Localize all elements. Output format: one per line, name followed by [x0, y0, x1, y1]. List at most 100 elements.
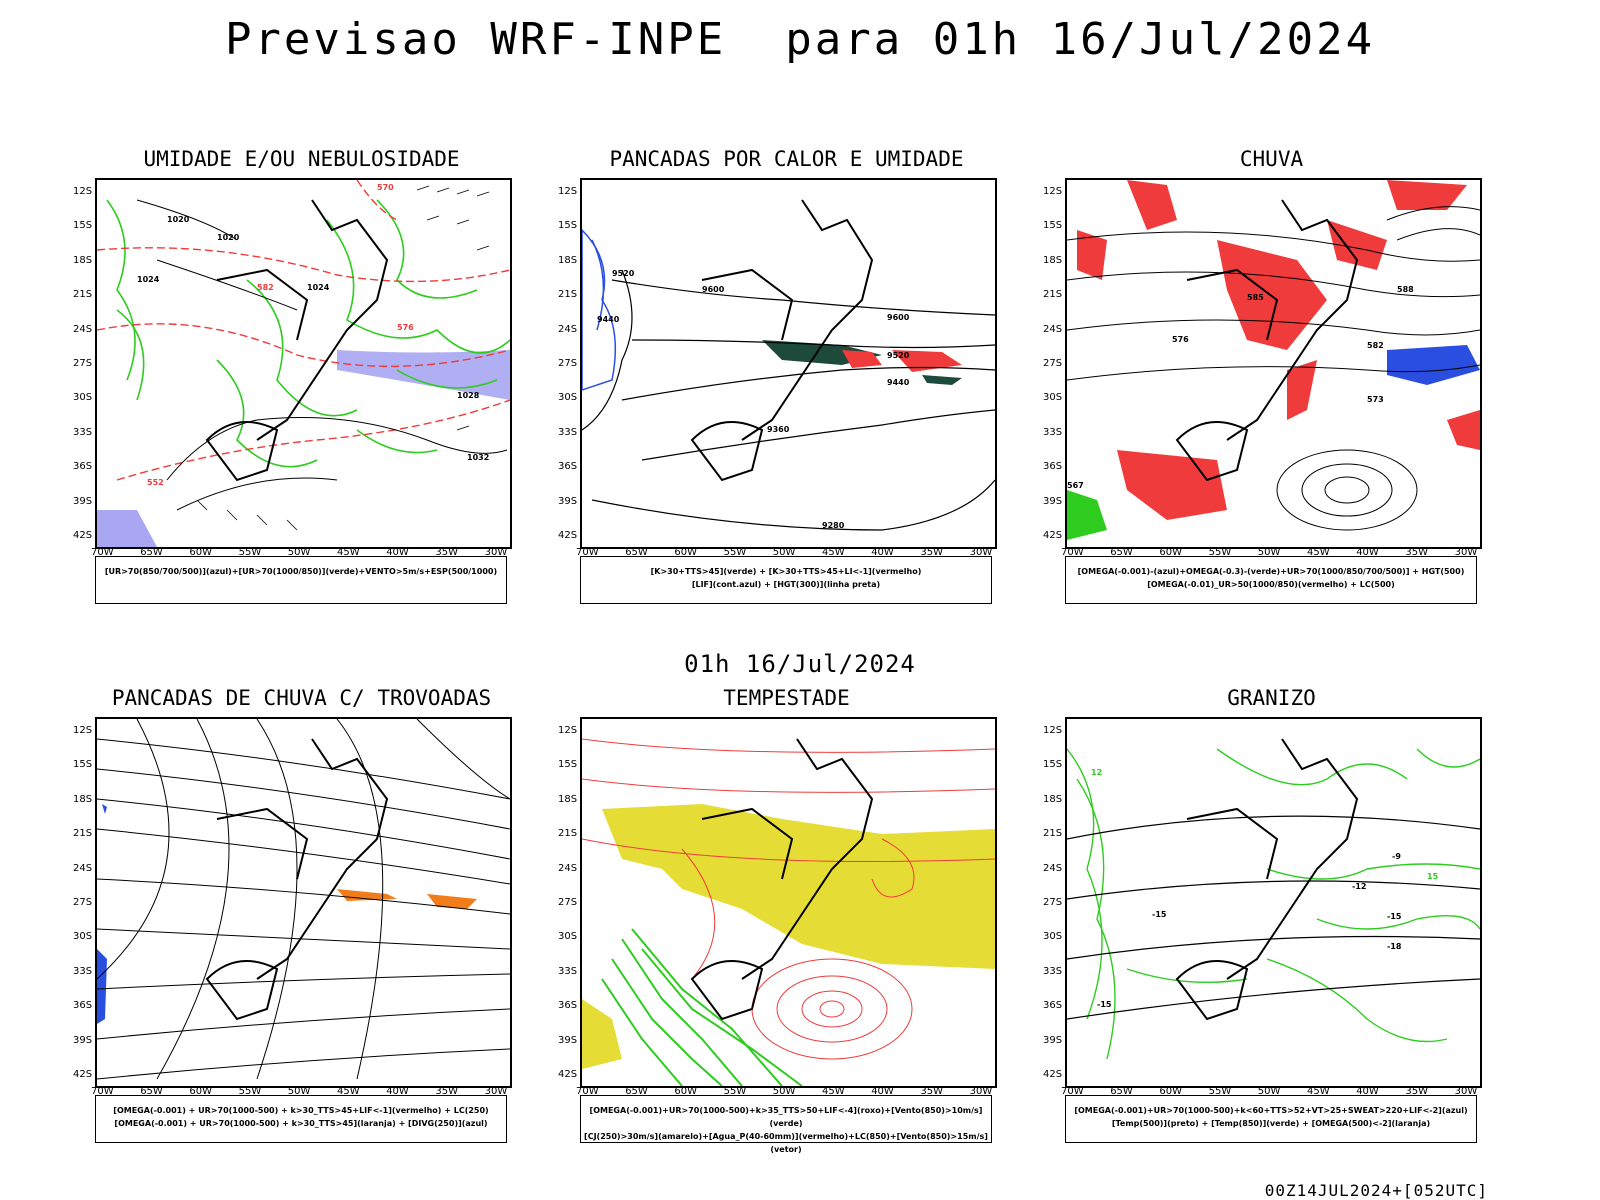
contour-label: 1024: [137, 275, 160, 284]
latitude-tick-label: 33S: [73, 426, 93, 438]
latitude-tick-label: 42S: [73, 530, 93, 541]
latitude-tick-label: 12S: [1043, 725, 1063, 736]
main-title: Previsao WRF-INPE para 01h 16/Jul/2024: [224, 14, 1376, 65]
longitude-tick-label: 50W: [772, 547, 796, 558]
latitude-tick-label: 36S: [558, 461, 578, 473]
contour-label: 1032: [467, 453, 489, 462]
latitude-tick-label: 42S: [558, 530, 578, 541]
longitude-tick-label: 65W: [625, 1086, 648, 1097]
contour-label: 9440: [887, 378, 910, 387]
latitude-tick-label: 12S: [1043, 186, 1063, 197]
panel-title-chuva: CHUVA: [1239, 147, 1304, 171]
longitude-tick-label: 60W: [189, 547, 213, 558]
latitude-tick-label: 24S: [73, 323, 93, 335]
legend-umidade: [UR>70(850/700/500)](azul)+[UR>70(1000/8…: [95, 556, 507, 604]
contour-label: 9440: [597, 315, 620, 324]
longitude-tick-label: 50W: [287, 1086, 311, 1097]
longitude-tick-label: 45W: [337, 1086, 360, 1097]
longitude-tick-label: 40W: [1356, 547, 1379, 558]
latitude-tick-label: 15S: [558, 220, 578, 232]
contour-label: 9280: [822, 521, 845, 530]
longitude-tick-label: 35W: [435, 547, 459, 558]
latitude-tick-label: 27S: [1043, 897, 1063, 908]
latitude-tick-label: 33S: [73, 965, 93, 977]
longitude-tick-label: 70W: [1061, 1086, 1084, 1097]
latitude-tick-label: 30S: [73, 392, 93, 404]
contour-label: 588: [1397, 285, 1414, 294]
longitude-tick-label: 50W: [1257, 1086, 1281, 1097]
latitude-tick-label: 39S: [558, 495, 578, 507]
contour-label: 585: [1247, 293, 1264, 302]
legend-line: [K>30+TTS>45](verde) + [K>30+TTS>45+LI<-…: [650, 567, 922, 576]
map-umidade[interactable]: 1020 1020 1024 1024 1028 1032 570 576 58…: [95, 178, 512, 549]
longitude-tick-label: 60W: [674, 1086, 698, 1097]
latitude-tick-label: 15S: [73, 759, 93, 771]
latitude-tick-label: 24S: [1043, 323, 1063, 335]
legend-chuva: [OMEGA(-0.001)-(azul)+OMEGA(-0.3)-(verde…: [1065, 556, 1477, 604]
longitude-tick-label: 70W: [91, 1086, 114, 1097]
map-trovoadas[interactable]: [95, 717, 512, 1088]
contour-label: 12: [1091, 768, 1102, 777]
legend-line: [OMEGA(-0.001)-(azul)+OMEGA(-0.3)-(verde…: [1077, 567, 1465, 576]
longitude-tick-label: 70W: [576, 1086, 599, 1097]
run-info-label: 00Z14JUL2024+[052UTC]: [1264, 1181, 1488, 1200]
panel-title-granizo: GRANIZO: [1227, 686, 1316, 710]
latitude-tick-label: 24S: [558, 862, 578, 874]
contour-label: 9520: [887, 351, 910, 360]
contour-label: 1024: [307, 283, 330, 292]
latitude-tick-label: 15S: [1043, 759, 1063, 771]
longitude-tick-label: 45W: [822, 1086, 845, 1097]
legend-pancadas-calor: [K>30+TTS>45](verde) + [K>30+TTS>45+LI<-…: [580, 556, 992, 604]
contour-label: 582: [1367, 341, 1384, 350]
contour-label: 570: [377, 183, 394, 192]
map-tempestade[interactable]: [580, 717, 997, 1088]
contour-label: 15: [1427, 872, 1439, 881]
longitude-tick-label: 60W: [674, 547, 698, 558]
latitude-tick-label: 33S: [558, 965, 578, 977]
latitude-tick-label: 36S: [73, 461, 93, 473]
legend-trovoadas: [OMEGA(-0.001) + UR>70(1000-500) + k>30_…: [95, 1095, 507, 1143]
latitude-tick-label: 12S: [558, 725, 578, 736]
contour-label: 576: [397, 323, 414, 332]
latitude-tick-label: 18S: [1043, 254, 1063, 266]
longitude-tick-label: 45W: [822, 547, 845, 558]
longitude-tick-label: 55W: [238, 1086, 262, 1097]
longitude-tick-label: 50W: [287, 547, 311, 558]
latitude-tick-label: 27S: [558, 897, 578, 908]
longitude-tick-label: 40W: [386, 1086, 409, 1097]
longitude-tick-label: 70W: [91, 547, 114, 558]
latitude-tick-label: 42S: [1043, 530, 1063, 541]
latitude-tick-label: 21S: [73, 828, 93, 840]
longitude-tick-label: 70W: [576, 547, 599, 558]
longitude-tick-label: 30W: [1454, 547, 1478, 558]
latitude-tick-label: 21S: [558, 828, 578, 840]
longitude-tick-label: 35W: [435, 1086, 459, 1097]
longitude-tick-label: 35W: [920, 1086, 944, 1097]
latitude-tick-label: 30S: [1043, 931, 1063, 943]
longitude-tick-label: 65W: [625, 547, 648, 558]
latitude-tick-label: 27S: [558, 358, 578, 369]
map-granizo[interactable]: -9 -12 -15 -15 -18 -15 12 15: [1065, 717, 1482, 1088]
latitude-tick-label: 36S: [73, 1000, 93, 1012]
latitude-tick-label: 39S: [73, 495, 93, 507]
contour-label: 576: [1172, 335, 1189, 344]
latitude-tick-label: 15S: [558, 759, 578, 771]
latitude-tick-label: 30S: [558, 392, 578, 404]
latitude-tick-label: 18S: [1043, 793, 1063, 805]
latitude-tick-label: 21S: [1043, 828, 1063, 840]
contour-label: -18: [1387, 942, 1402, 951]
longitude-tick-label: 65W: [1110, 547, 1133, 558]
latitude-tick-label: 15S: [1043, 220, 1063, 232]
contour-label: 9600: [702, 285, 725, 294]
latitude-tick-label: 21S: [1043, 289, 1063, 301]
longitude-tick-label: 55W: [1208, 547, 1232, 558]
latitude-tick-label: 33S: [558, 426, 578, 438]
longitude-tick-label: 30W: [969, 547, 993, 558]
contour-label: 9360: [767, 425, 790, 434]
map-chuva[interactable]: 588 582 576 573 567 585: [1065, 178, 1482, 549]
longitude-tick-label: 65W: [140, 547, 163, 558]
map-pancadas-calor[interactable]: 9520 9600 9440 9360 9280 9600 9520 9440: [580, 178, 997, 549]
longitude-tick-label: 30W: [1454, 1086, 1478, 1097]
latitude-tick-label: 30S: [558, 931, 578, 943]
contour-label: 1028: [457, 391, 480, 400]
